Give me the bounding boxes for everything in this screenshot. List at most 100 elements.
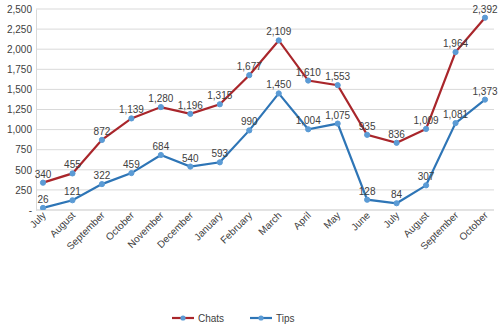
- data-label: 121: [64, 186, 81, 197]
- data-label: 1,009: [414, 115, 439, 126]
- marker: [70, 198, 75, 203]
- y-axis-line: [36, 10, 37, 211]
- data-label: 872: [94, 126, 111, 137]
- x-tick-label: March: [256, 210, 283, 237]
- marker: [306, 127, 311, 132]
- y-axis: -2505007501,0001,2501,5001,7502,0002,250…: [7, 4, 37, 216]
- marker: [335, 121, 340, 126]
- data-label: 1,450: [266, 79, 291, 90]
- y-tick: 2,250: [7, 24, 36, 35]
- y-tick: 2,500: [7, 4, 36, 15]
- marker: [276, 38, 281, 43]
- legend: Chats Tips: [172, 313, 295, 324]
- marker: [70, 171, 75, 176]
- marker: [217, 102, 222, 107]
- marker: [129, 170, 134, 175]
- x-tick-label: April: [291, 210, 313, 232]
- series-line: [43, 18, 485, 183]
- marker: [453, 49, 458, 54]
- legend-marker: [258, 315, 263, 320]
- y-tick-label: 1,500: [7, 84, 32, 95]
- x-tick-label: September: [418, 209, 461, 252]
- data-label: 1,081: [443, 109, 468, 120]
- data-label: 1,075: [325, 110, 350, 121]
- y-tick: 2,000: [7, 44, 36, 55]
- marker: [423, 126, 428, 131]
- data-label: 1,280: [148, 93, 173, 104]
- data-label: 84: [391, 189, 403, 200]
- plot-area: [40, 15, 487, 210]
- chart: -2505007501,0001,2501,5001,7502,0002,250…: [0, 0, 500, 329]
- data-label: 684: [153, 141, 170, 152]
- data-label: 1,004: [296, 115, 321, 126]
- legend-item: Tips: [250, 313, 295, 324]
- y-tick-label: 750: [15, 144, 32, 155]
- data-label: 1,610: [296, 67, 321, 78]
- y-tick-label: -: [29, 205, 32, 216]
- grid-line: [36, 9, 494, 10]
- grid: [36, 9, 494, 210]
- marker: [365, 132, 370, 137]
- x-axis: JulyAugustSeptemberOctoberNovemberDecemb…: [28, 209, 494, 252]
- x-tick: September: [64, 209, 107, 252]
- y-tick-label: 1,250: [7, 104, 32, 115]
- y-tick-label: 1,750: [7, 64, 32, 75]
- marker: [99, 137, 104, 142]
- x-tick: December: [155, 209, 196, 250]
- marker: [158, 104, 163, 109]
- x-tick: July: [381, 210, 401, 230]
- y-tick-label: 1,000: [7, 124, 32, 135]
- data-label: 340: [35, 169, 52, 180]
- legend-label: Chats: [198, 313, 224, 324]
- x-tick-label: May: [321, 210, 342, 231]
- data-label: 307: [418, 171, 435, 182]
- y-tick-label: 2,250: [7, 24, 32, 35]
- data-label: 1,373: [472, 86, 497, 97]
- grid-line: [36, 69, 494, 70]
- legend-marker: [180, 315, 185, 320]
- marker: [482, 97, 487, 102]
- y-tick-label: 2,500: [7, 4, 32, 15]
- grid-line: [36, 149, 494, 150]
- x-tick: July: [28, 210, 48, 230]
- data-label: 459: [123, 159, 140, 170]
- x-tick-label: July: [28, 210, 48, 230]
- legend-label: Tips: [276, 313, 295, 324]
- x-tick-label: October: [457, 209, 490, 242]
- marker: [306, 78, 311, 83]
- y-tick: 1,000: [7, 124, 36, 135]
- marker: [158, 152, 163, 157]
- marker: [482, 15, 487, 20]
- marker: [453, 120, 458, 125]
- y-tick: 750: [15, 144, 36, 155]
- x-tick: October: [457, 209, 490, 242]
- x-tick: September: [418, 209, 461, 252]
- marker: [394, 140, 399, 145]
- data-label: 128: [359, 186, 376, 197]
- y-tick: 1,500: [7, 84, 36, 95]
- marker: [276, 91, 281, 96]
- marker: [40, 205, 45, 210]
- x-axis-line: [36, 210, 494, 211]
- x-tick-label: July: [381, 210, 401, 230]
- marker: [129, 116, 134, 121]
- x-tick-label: December: [155, 209, 196, 250]
- y-tick: 500: [15, 165, 36, 176]
- data-label: 2,392: [472, 4, 497, 15]
- x-tick-label: February: [218, 210, 254, 246]
- marker: [40, 180, 45, 185]
- grid-line: [36, 89, 494, 90]
- data-label: 2,109: [266, 26, 291, 37]
- x-tick: April: [291, 210, 313, 232]
- marker: [394, 201, 399, 206]
- y-tick-label: 500: [15, 165, 32, 176]
- x-tick-label: June: [349, 209, 372, 232]
- data-label: 836: [388, 129, 405, 140]
- grid-line: [36, 189, 494, 190]
- y-tick: 1,250: [7, 104, 36, 115]
- data-label: 990: [241, 116, 258, 127]
- y-tick: 1,750: [7, 64, 36, 75]
- grid-line: [36, 29, 494, 30]
- data-label: 1,677: [237, 61, 262, 72]
- marker: [365, 197, 370, 202]
